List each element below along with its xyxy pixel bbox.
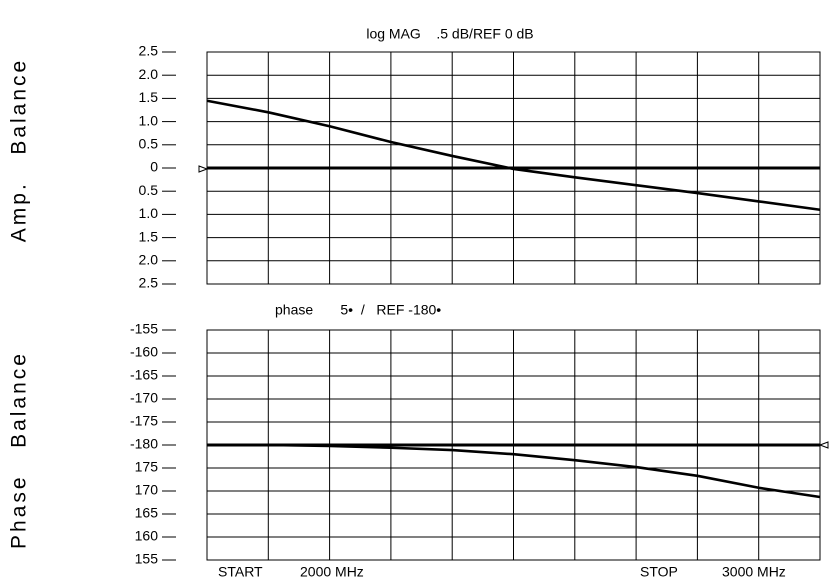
ref-marker	[818, 441, 829, 449]
y-tick-label: -180	[130, 436, 158, 452]
y-tick-label: -155	[130, 321, 158, 337]
y-tick-label: 2.0	[139, 66, 159, 82]
y-tick-label: -160	[130, 344, 158, 360]
y-tick-label: 0.5	[139, 136, 159, 152]
y-tick-label: 2.0	[139, 252, 159, 268]
y-tick-label: 1.5	[139, 89, 159, 105]
y-tick-label: 2.5	[139, 43, 159, 59]
y-tick-label: -175	[130, 413, 158, 429]
annotation: 3000 MHz	[722, 564, 786, 580]
y-axis-label: Amp. Balance	[8, 58, 31, 242]
y-tick-label: 170	[135, 482, 159, 498]
y-tick-label: 2.5	[139, 275, 159, 291]
chart-title: log MAG .5 dB/REF 0 dB	[366, 26, 533, 42]
y-tick-label: 0.5	[139, 182, 159, 198]
trace	[207, 443, 821, 499]
chart-title: phase 5• / REF -180•	[275, 302, 441, 318]
y-tick-label: 160	[135, 528, 159, 544]
ref-marker	[198, 165, 209, 173]
y-tick-label: 1.0	[139, 112, 159, 128]
y-tick-label: 175	[135, 459, 159, 475]
y-tick-label: 1.5	[139, 228, 159, 244]
y-tick-label: 0	[150, 159, 158, 175]
trace	[206, 99, 821, 212]
annotation: 2000 MHz	[300, 564, 364, 580]
y-tick-label: 155	[135, 551, 159, 567]
y-tick-label: 165	[135, 505, 159, 521]
y-tick-label: -165	[130, 367, 158, 383]
y-tick-label: 1.0	[139, 205, 159, 221]
y-tick-label: -170	[130, 390, 158, 406]
annotation: STOP	[640, 564, 678, 580]
y-axis-label: Phase Balance	[8, 351, 31, 549]
annotation: START	[218, 564, 263, 580]
